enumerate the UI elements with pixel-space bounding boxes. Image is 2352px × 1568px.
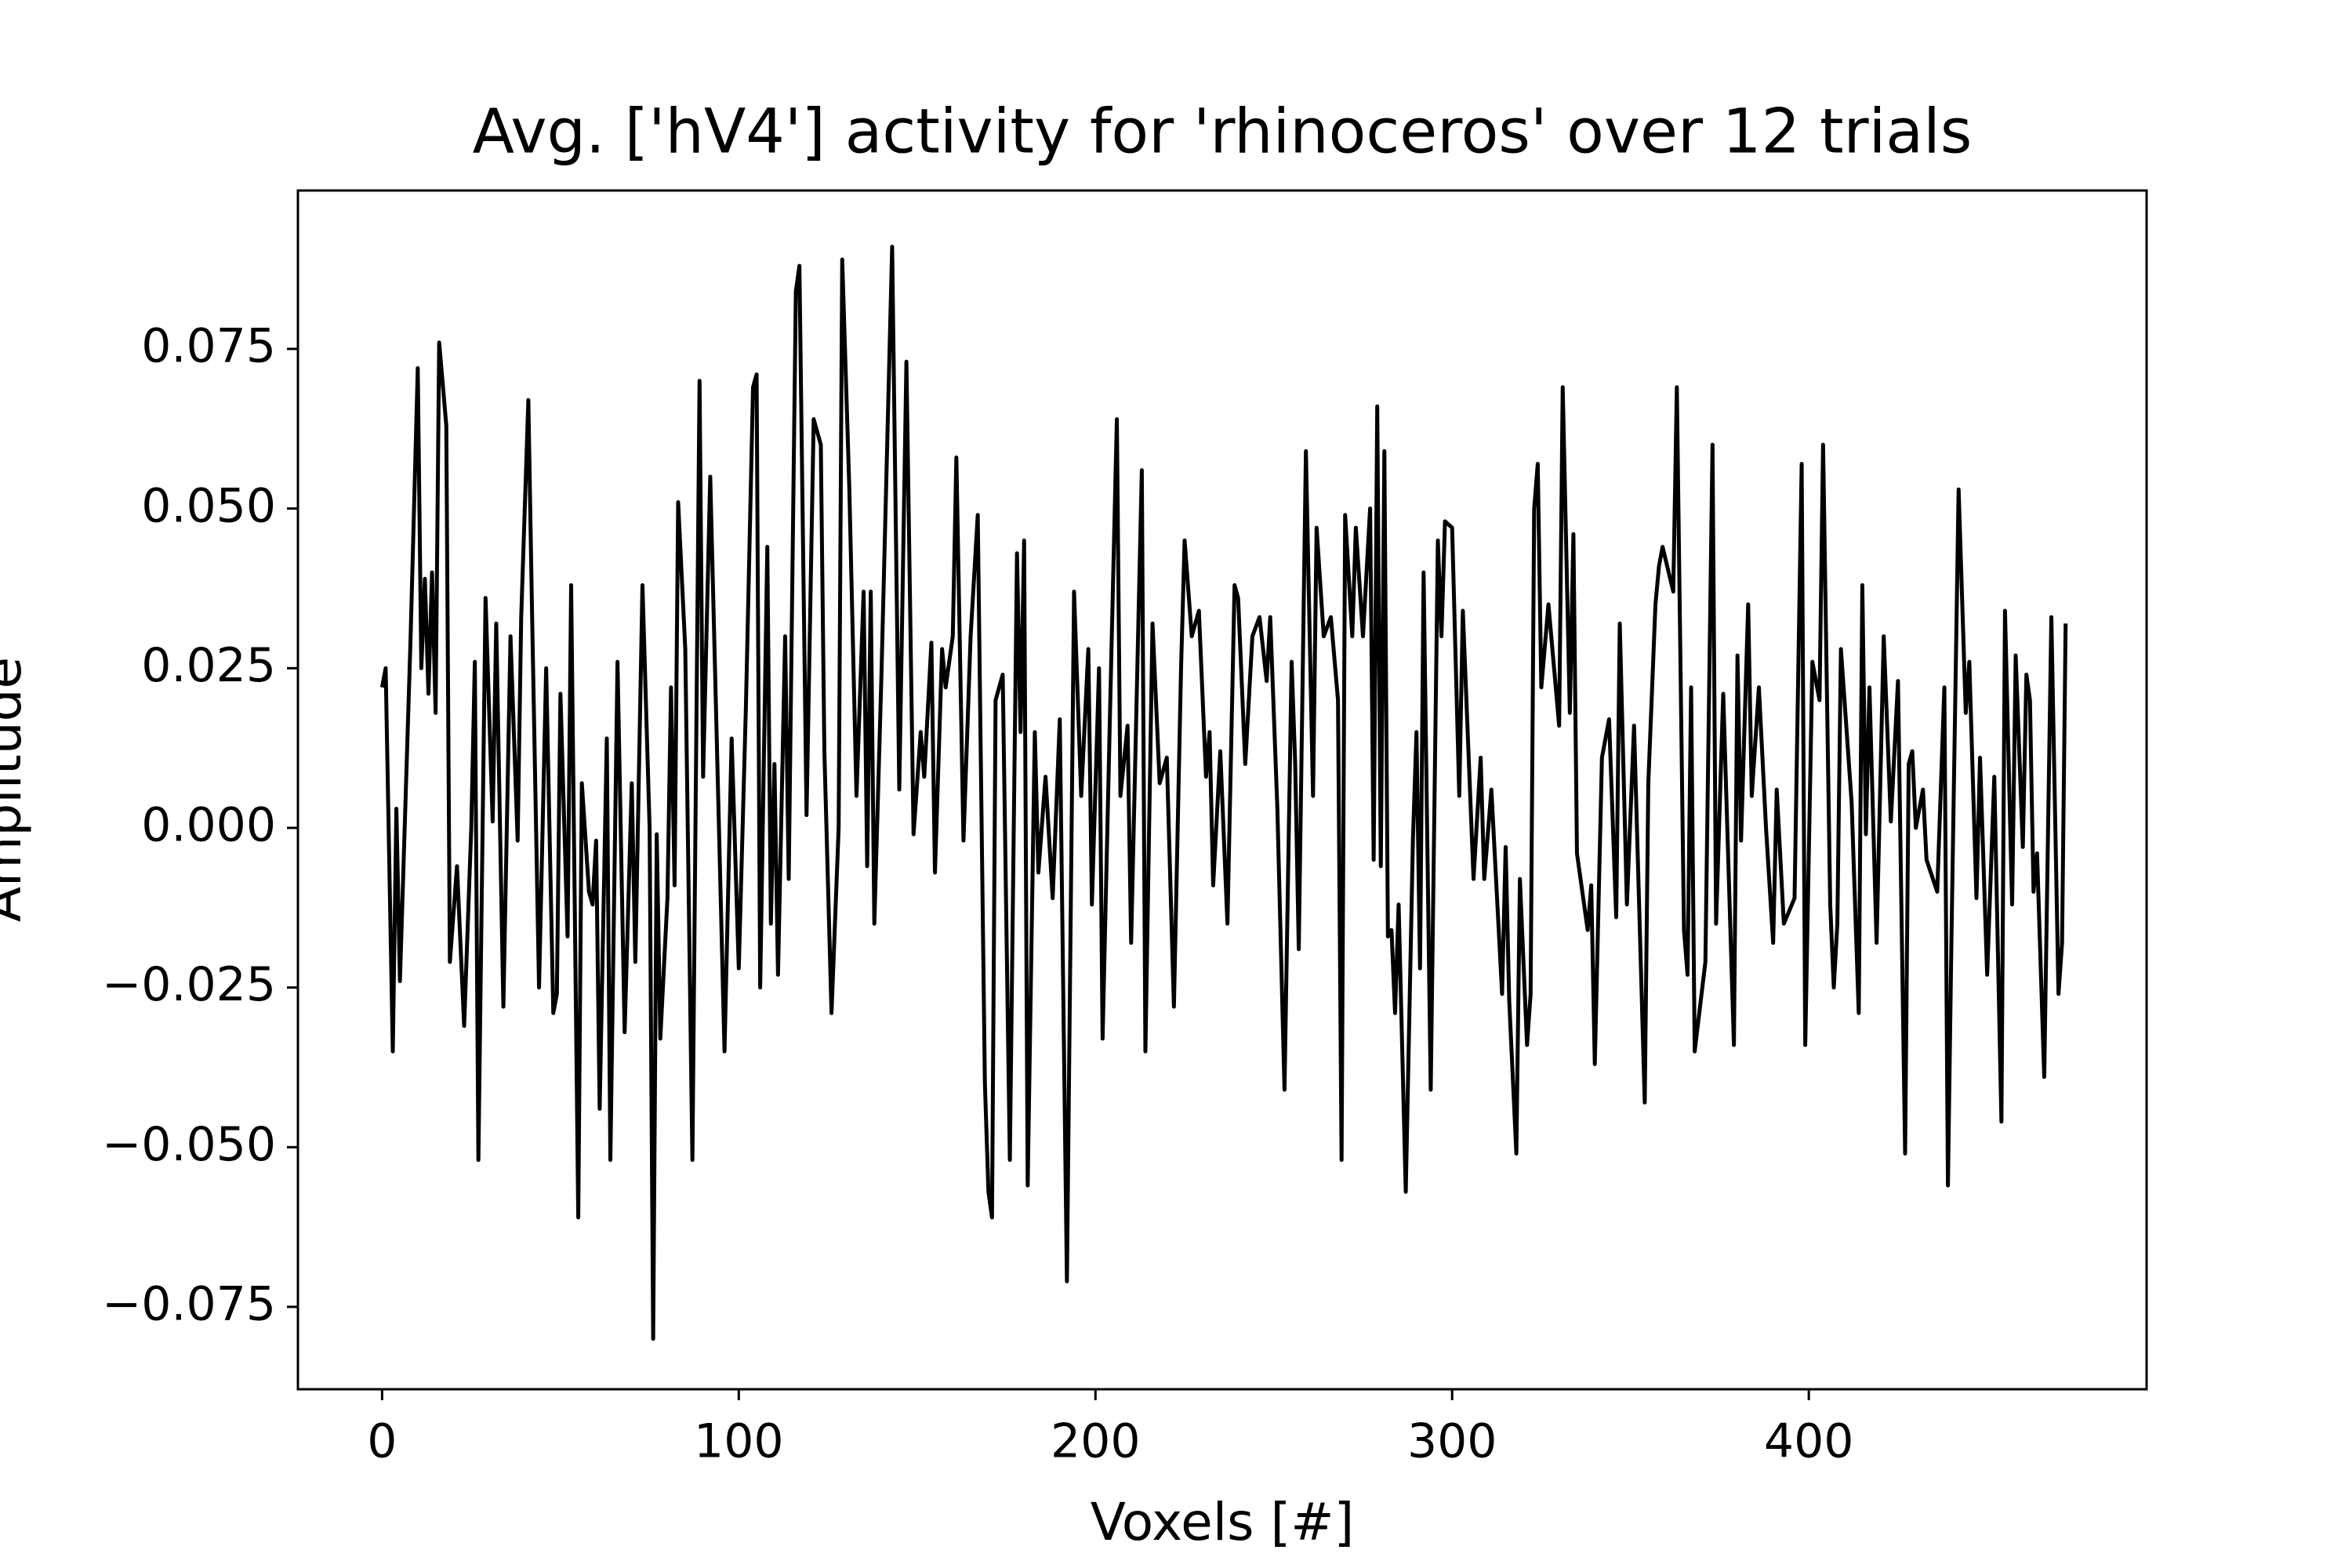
y-tick-label: 0.000 xyxy=(141,798,276,853)
x-tick-label: 300 xyxy=(1407,1414,1497,1469)
chart-title: Avg. ['hV4'] activity for 'rhinoceros' o… xyxy=(473,96,1973,167)
y-tick-label: 0.050 xyxy=(141,478,276,533)
x-tick-label: 100 xyxy=(694,1414,784,1469)
y-tick-label: 0.075 xyxy=(141,319,276,374)
y-tick-label: −0.025 xyxy=(102,957,276,1012)
x-tick-label: 200 xyxy=(1051,1414,1141,1469)
x-tick-label: 400 xyxy=(1764,1414,1854,1469)
y-tick-label: 0.025 xyxy=(141,638,276,693)
plot-frame xyxy=(296,189,2148,1391)
y-tick-label: −0.075 xyxy=(102,1277,276,1332)
y-tick-label: −0.050 xyxy=(102,1117,276,1172)
y-axis-label: Amplitude xyxy=(0,657,33,922)
x-tick-label: 0 xyxy=(367,1414,397,1469)
data-line xyxy=(379,245,2068,1341)
x-axis-label: Voxels [#] xyxy=(1091,1492,1355,1552)
